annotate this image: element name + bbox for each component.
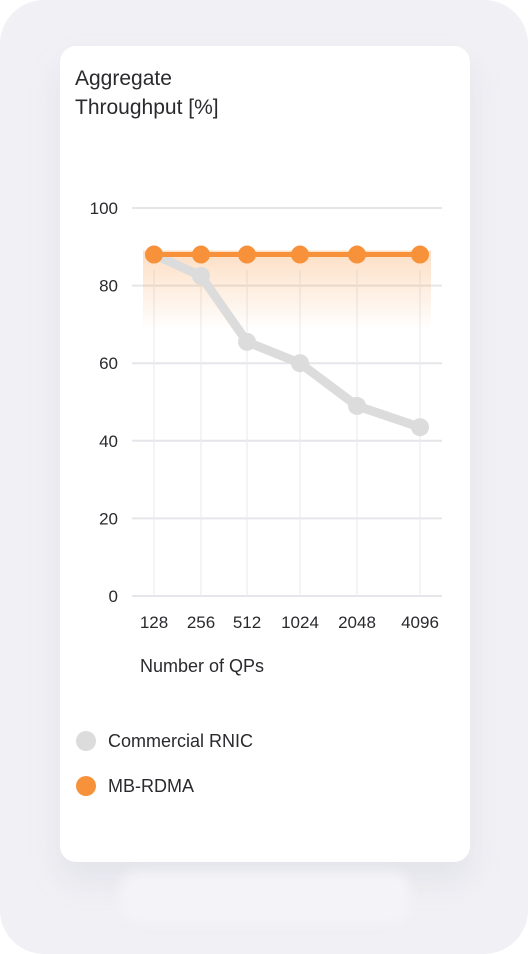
legend-marker xyxy=(76,731,96,751)
y-tick-label: 80 xyxy=(99,277,118,296)
data-point-mb-rdma xyxy=(238,245,256,264)
glow-band xyxy=(143,250,431,331)
legend-item-mb-rdma: MB-RDMA xyxy=(76,774,194,798)
chart-card xyxy=(60,46,470,862)
data-point-commercial-rnic xyxy=(291,354,309,373)
x-tick-label: 256 xyxy=(187,613,215,632)
legend-label: MB-RDMA xyxy=(108,775,194,796)
legend-marker xyxy=(76,776,96,796)
x-tick-labels: 128 256 512 1024 2048 4096 xyxy=(140,613,439,632)
blurred-caption xyxy=(120,872,410,922)
y-tick-label: 100 xyxy=(90,199,118,218)
data-point-mb-rdma xyxy=(145,245,163,264)
y-tick-label: 60 xyxy=(99,354,118,373)
legend-label: Commercial RNIC xyxy=(108,730,254,751)
x-tick-label: 128 xyxy=(140,613,168,632)
x-tick-label: 512 xyxy=(233,613,261,632)
highlight-band xyxy=(143,250,431,331)
data-point-mb-rdma xyxy=(291,245,309,264)
y-tick-label: 40 xyxy=(99,432,118,451)
x-tick-label: 4096 xyxy=(401,613,439,632)
legend-item-commercial-rnic: Commercial RNIC xyxy=(76,729,253,753)
chart-title: Aggregate Throughput [%] xyxy=(75,67,219,119)
y-tick-label: 0 xyxy=(109,587,118,606)
x-tick-label: 1024 xyxy=(281,613,319,632)
data-points xyxy=(145,245,429,437)
data-point-commercial-rnic xyxy=(192,266,210,285)
data-point-commercial-rnic xyxy=(238,332,256,351)
x-axis-label: Number of QPs xyxy=(140,656,264,676)
data-point-commercial-rnic xyxy=(411,418,429,437)
data-point-commercial-rnic xyxy=(348,396,366,415)
x-tick-label: 2048 xyxy=(338,613,376,632)
y-tick-label: 20 xyxy=(99,509,118,528)
data-point-mb-rdma xyxy=(411,245,429,264)
data-point-mb-rdma xyxy=(348,245,366,264)
data-point-mb-rdma xyxy=(192,245,210,264)
y-tick-labels: 0 20 40 60 80 100 xyxy=(90,199,118,606)
